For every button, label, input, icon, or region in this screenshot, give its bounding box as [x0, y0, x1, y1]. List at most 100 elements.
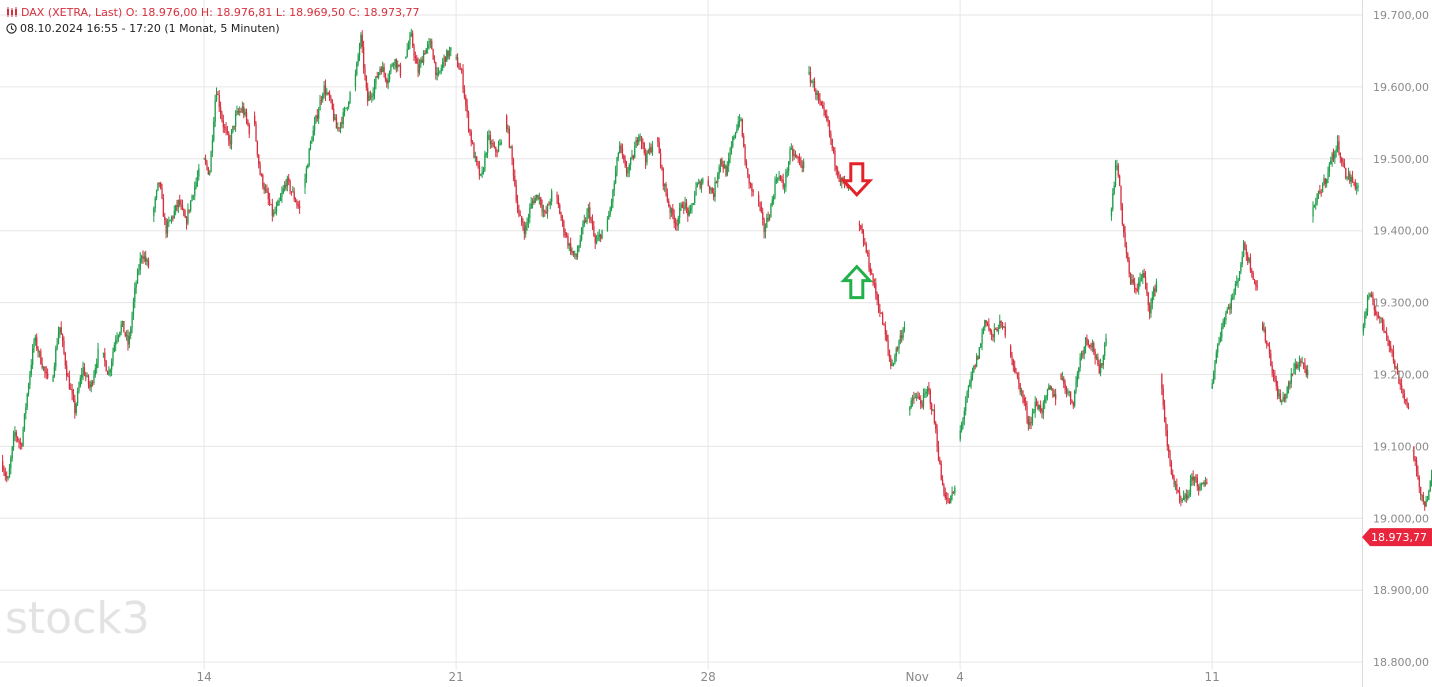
candle-body: [387, 79, 389, 84]
candle-body: [52, 376, 54, 382]
candle-body: [600, 234, 602, 239]
candle-body: [282, 188, 284, 193]
candle-body: [1172, 473, 1174, 479]
candle-body: [1240, 264, 1242, 272]
candle-body: [590, 218, 592, 221]
candle-body: [1319, 191, 1321, 193]
candle-body: [335, 117, 338, 129]
candle-body: [1018, 377, 1020, 384]
candle-body: [529, 208, 531, 219]
x-axis: 14 21 28 Nov 4 11: [196, 670, 1219, 684]
candle-body: [345, 107, 347, 109]
candle-body: [40, 351, 42, 364]
candle-body: [708, 185, 711, 191]
candle-body: [450, 47, 452, 51]
candle-body: [698, 181, 700, 184]
candle-body: [639, 136, 641, 138]
candle-body: [183, 209, 185, 216]
candle-body: [913, 398, 915, 400]
candle-body: [1140, 277, 1143, 279]
candle-body: [960, 423, 963, 431]
candle-body: [1110, 209, 1113, 217]
candle-body: [53, 366, 56, 377]
candle-body: [1188, 493, 1190, 496]
candle-body: [1407, 406, 1410, 410]
candle-body: [442, 62, 444, 68]
candle-body: [931, 403, 933, 411]
candle-body: [260, 174, 263, 176]
candle-body: [393, 63, 395, 66]
candle-body: [586, 212, 588, 222]
candle-body: [1199, 486, 1201, 490]
candle-body: [331, 99, 333, 109]
candle-body: [692, 203, 694, 205]
candle-body: [884, 325, 887, 335]
candle-body: [606, 219, 609, 231]
candle-body: [1202, 482, 1204, 485]
candle-body: [74, 399, 76, 413]
candle-body: [27, 385, 30, 394]
candle-body: [1090, 346, 1092, 348]
candle-body: [1350, 177, 1352, 182]
candle-body: [337, 127, 339, 129]
candle-body: [248, 124, 250, 134]
candle-body: [816, 93, 818, 95]
candle-body: [1293, 368, 1295, 374]
candle-body: [1426, 499, 1429, 501]
candle-body: [837, 169, 839, 176]
candle-body: [1339, 152, 1341, 158]
last-price-marker: 18.973,77: [1362, 528, 1432, 547]
candle-body: [762, 212, 764, 220]
candle-body: [61, 334, 64, 341]
candle-body: [290, 191, 293, 193]
candle-body: [299, 206, 301, 208]
candle-body: [1072, 403, 1074, 406]
candle-body: [862, 233, 865, 243]
candle-body: [196, 176, 199, 182]
candle-body: [1033, 411, 1035, 413]
candle-body: [997, 328, 1000, 332]
candle-body: [929, 389, 931, 404]
candle-body: [135, 283, 137, 288]
candle-body: [1428, 491, 1430, 500]
candle-body: [786, 171, 788, 173]
candle-body: [628, 165, 630, 172]
candle-body: [790, 148, 793, 150]
candle-body: [1163, 405, 1166, 423]
candle-body: [1046, 389, 1049, 396]
candle-body: [710, 188, 712, 191]
candle-body: [83, 367, 86, 376]
candle-body: [1392, 350, 1395, 361]
candle-body: [1080, 353, 1083, 358]
candle-body: [424, 53, 426, 55]
candle-body: [1418, 477, 1420, 487]
candle-body: [264, 189, 267, 191]
candle-body: [229, 140, 231, 145]
candle-body: [1027, 418, 1030, 426]
candle-body: [162, 198, 165, 217]
candle-body: [546, 204, 549, 213]
candle-body: [860, 225, 862, 230]
candle-body: [316, 115, 318, 119]
candle-body: [1253, 279, 1256, 281]
candle-body: [361, 34, 363, 48]
candle-body: [192, 195, 195, 197]
candle-body: [1089, 344, 1091, 347]
candle-body: [681, 204, 684, 208]
candle-body: [1049, 386, 1051, 390]
candle-body: [534, 197, 536, 204]
candle-body: [239, 111, 241, 113]
candle-body: [1402, 388, 1404, 395]
candle-body: [476, 156, 478, 162]
candle-body: [819, 99, 821, 102]
candle-body: [124, 332, 126, 336]
candle-body: [66, 365, 68, 377]
candle-body: [676, 224, 678, 226]
candle-body: [713, 192, 715, 198]
candle-body: [1275, 380, 1277, 387]
candle-body: [1242, 242, 1245, 257]
y-tick-label: 19.700,00: [1373, 9, 1429, 22]
candle-body: [865, 244, 867, 253]
candle-body: [612, 190, 614, 203]
